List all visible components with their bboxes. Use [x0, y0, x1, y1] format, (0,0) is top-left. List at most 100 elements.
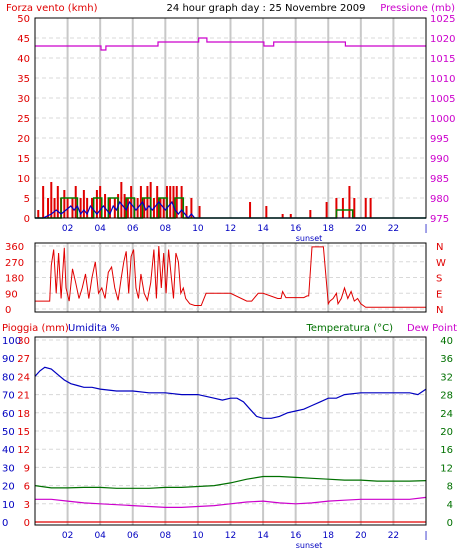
- wind-speed-bar: [47, 198, 50, 218]
- rain-tick-label: 9: [24, 463, 30, 474]
- rain-tick-label: 12: [17, 445, 30, 456]
- wind-tick-label: 25: [17, 114, 30, 125]
- time-tick-label: 10: [192, 224, 204, 234]
- wind-tick-label: 15: [17, 154, 30, 165]
- humidity-tick-label: 40: [2, 445, 15, 456]
- wind-speed-bar: [42, 186, 45, 218]
- wind-speed-bar: [309, 210, 312, 218]
- time-tick-label: 02: [62, 224, 73, 234]
- pressure-tick-label: 1005: [430, 94, 455, 105]
- temperature-tick-label: 12: [440, 463, 453, 474]
- sunset-label-bottom: sunset: [296, 541, 323, 550]
- wind-marks: [35, 37, 426, 219]
- wind-tick-label: 20: [17, 134, 30, 145]
- wind-speed-bar: [175, 186, 178, 218]
- time-tick-label: 18: [323, 224, 335, 234]
- wind-speed-bar: [289, 214, 292, 218]
- wind-speed-bar: [86, 198, 89, 218]
- direction-panel-frame: [34, 242, 427, 313]
- temperature-humidity-panel: 0102030405060708090100036912151821242730…: [2, 336, 453, 550]
- direction-marks: [35, 245, 426, 308]
- temperature-axis-title: Temperatura (°C): [305, 323, 393, 334]
- humidity-line: [34, 366, 427, 419]
- pressure-tick-label: 1015: [430, 54, 455, 65]
- wind-speed-bar: [190, 198, 193, 218]
- wind-speed-bar: [156, 186, 159, 218]
- pressure-tick-label: 1000: [430, 114, 455, 125]
- time-tick-label: 08: [160, 224, 172, 234]
- rain-tick-label: 6: [24, 482, 30, 493]
- wind-tick-label: 0: [24, 214, 30, 225]
- humidity-tick-label: 70: [2, 391, 15, 402]
- wind-tick-label: 30: [17, 94, 30, 105]
- wind-gust-line: [35, 200, 426, 219]
- rain-tick-label: 24: [17, 372, 30, 383]
- humidity-axis-title: Umidita %: [68, 323, 120, 334]
- time-tick-label: 18: [323, 531, 335, 541]
- wind-speed-bar: [50, 182, 53, 218]
- wind-speed-bar: [56, 186, 59, 218]
- wind-speed-bar: [159, 198, 162, 218]
- pressure-axis-title: Pressione (mb): [380, 3, 455, 14]
- humidity-tick-label: 100: [2, 336, 21, 347]
- wind-axis-labels: 0510152025303540455097598098599099510001…: [17, 14, 455, 225]
- humidity-tick-label: 0: [2, 518, 8, 529]
- wind-speed-bar: [79, 198, 82, 218]
- wind-speed-bar: [172, 186, 175, 218]
- wind-axis-title: Forza vento (kmh): [6, 3, 98, 14]
- direction-tick-label: 180: [5, 274, 24, 285]
- dewpoint-line: [35, 496, 427, 508]
- humidity-tick-label: 90: [2, 354, 15, 365]
- wind-speed-bar: [369, 198, 372, 218]
- wind-speed-bar: [185, 206, 188, 218]
- direction-tick-label: 360: [5, 242, 24, 253]
- wind-speed-bar: [146, 186, 149, 218]
- temperature-panel-frame: [34, 336, 427, 526]
- wind-speed-bar: [325, 202, 328, 218]
- wind-speed-bar: [249, 202, 252, 218]
- pressure-tick-label: 1020: [430, 34, 455, 45]
- humidity-tick-label: 10: [2, 500, 15, 511]
- time-tick-label: 16: [290, 224, 302, 234]
- temperature-tick-label: 0: [447, 518, 453, 529]
- dewpoint-axis-title: Dew Point: [407, 323, 457, 334]
- time-tick-label: 22: [388, 224, 399, 234]
- wind-speed-bar: [130, 186, 133, 218]
- wind-speed-bar: [335, 198, 338, 218]
- wind-tick-label: 35: [17, 74, 30, 85]
- wind-speed-bar: [126, 198, 129, 218]
- temperature-tick-label: 36: [440, 354, 453, 365]
- rain-tick-label: 3: [24, 500, 30, 511]
- wind-speed-bar: [104, 194, 107, 218]
- wind-speed-bar: [95, 190, 98, 218]
- rain-tick-label: 27: [17, 354, 30, 365]
- time-tick-label: 06: [127, 531, 139, 541]
- time-tick-label: 16: [290, 531, 302, 541]
- time-tick-label: 22: [388, 531, 399, 541]
- rain-axis-title: Pioggia (mm): [2, 323, 69, 334]
- time-tick-label: 14: [257, 531, 269, 541]
- temperature-tick-label: 32: [440, 372, 453, 383]
- wind-speed-bar: [265, 206, 268, 218]
- compass-tick-label: N: [436, 242, 443, 253]
- direction-tick-label: 90: [5, 289, 18, 300]
- wind-speed-bar: [120, 182, 123, 218]
- pressure-tick-label: 1010: [430, 74, 455, 85]
- pressure-tick-label: 990: [430, 154, 449, 165]
- wind-grid: [35, 17, 426, 219]
- pressure-tick-label: 995: [430, 134, 449, 145]
- wind-direction-line: [35, 245, 426, 308]
- wind-speed-bar: [139, 186, 142, 218]
- wind-speed-bar: [169, 186, 172, 218]
- time-tick-label: 04: [94, 224, 106, 234]
- direction-tick-label: 270: [5, 258, 24, 269]
- time-tick-label: 14: [257, 224, 269, 234]
- compass-tick-label: N: [436, 305, 443, 316]
- wind-speed-bar: [143, 198, 146, 218]
- wind-tick-label: 10: [17, 174, 30, 185]
- time-tick-label: 20: [355, 531, 367, 541]
- temperature-tick-label: 28: [440, 391, 453, 402]
- wind-speed-bar: [53, 198, 56, 218]
- pressure-line: [35, 37, 426, 51]
